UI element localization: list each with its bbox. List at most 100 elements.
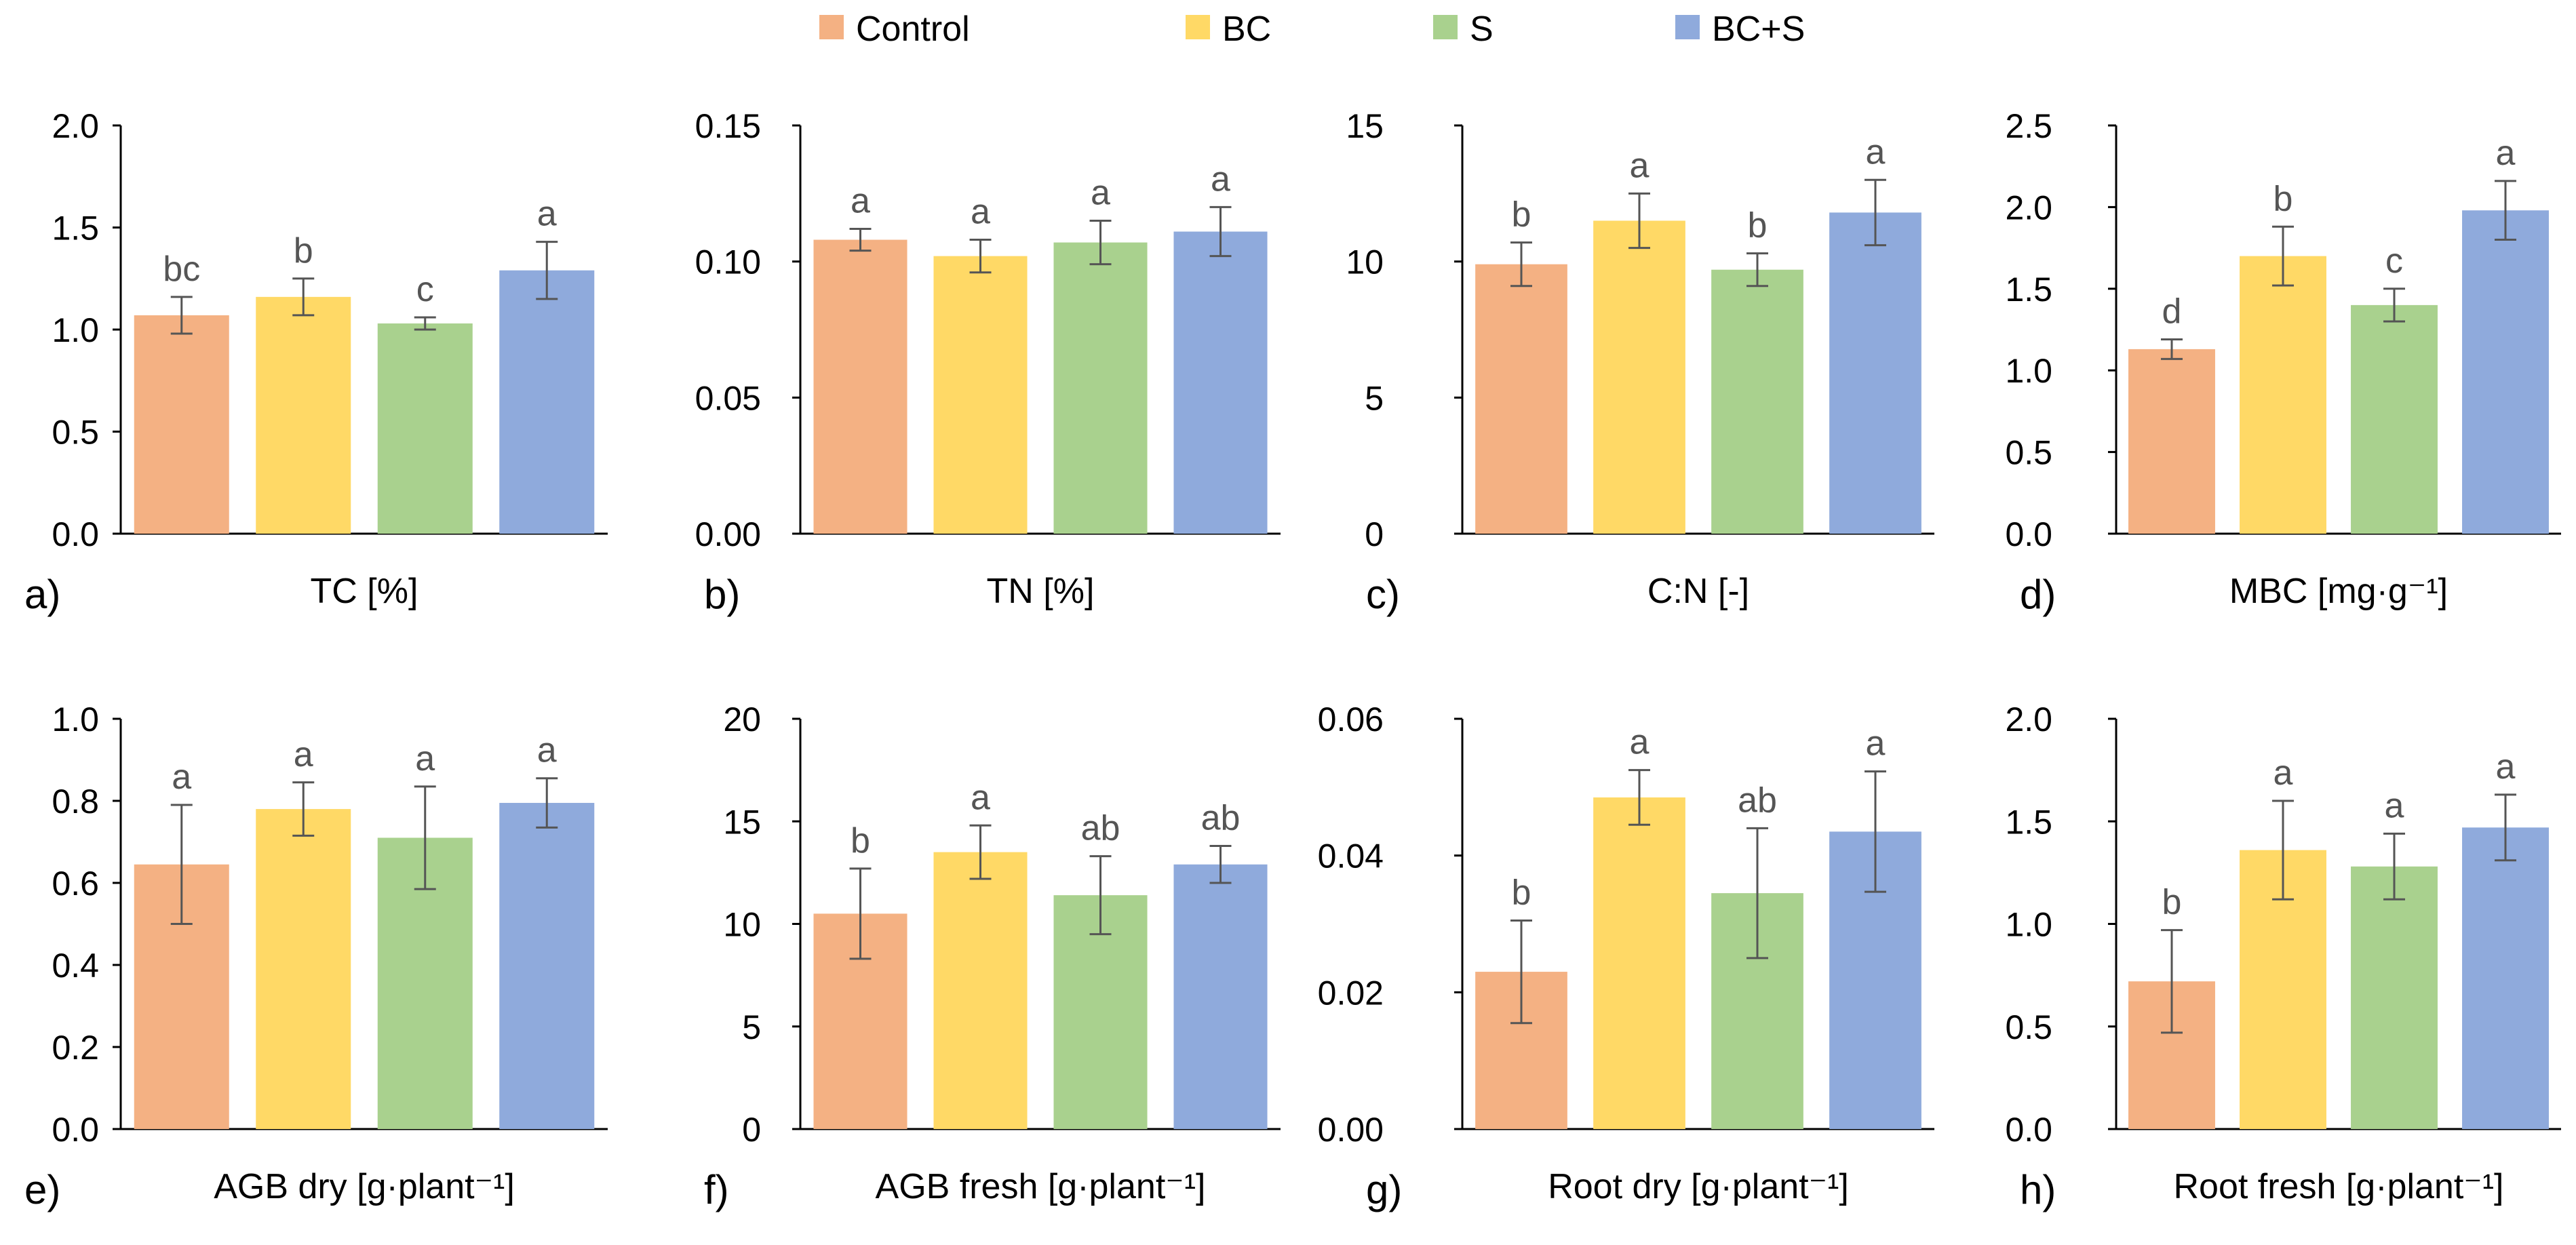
y-tick-label: 0.5 [2005,1008,2052,1046]
error-bar [849,228,872,252]
y-tick-label: 10 [723,906,761,944]
significance-letter: a [2496,134,2516,173]
y-tick-label: 5 [742,1008,761,1046]
x-axis-label: AGB fresh [g·plant⁻¹] [876,1167,1206,1206]
y-tick-label: 0.5 [2005,434,2052,472]
bar-bc-s [2462,210,2549,534]
legend-item-s: S [1433,9,1494,49]
panel-label: e) [24,1167,60,1212]
legend-label: S [1470,9,1494,49]
bar-control [813,239,908,534]
bar-s [377,323,473,534]
error-bar [1209,205,1232,258]
bar-bc [1593,220,1685,534]
error-bar [414,316,436,331]
bar-bc [256,296,351,534]
y-tick-label: 2.0 [2005,700,2052,738]
significance-letter: a [172,757,191,797]
bar-control [1475,264,1567,534]
bar-bc [256,809,351,1129]
bar-s [2351,304,2438,534]
significance-letter: a [851,182,870,221]
error-bar [2383,288,2405,323]
panel-label: f) [704,1167,729,1212]
bar-bc-s [2462,827,2549,1129]
significance-letter: b [851,821,870,861]
y-tick-label: 0.2 [52,1029,99,1067]
error-bar [292,781,315,837]
y-tick-label: 0.6 [52,865,99,903]
error-bar [849,867,872,960]
significance-letter: a [537,195,557,234]
legend-swatch [1186,15,1210,39]
error-bar [292,277,315,317]
significance-letter: ab [1201,799,1241,838]
significance-letter: a [971,778,990,817]
significance-letter: a [1630,146,1650,185]
significance-letter: a [971,193,990,232]
panel-label: d) [2020,572,2056,617]
error-bar [2383,832,2405,901]
legend-item-control: Control [819,9,970,49]
bar-bc [2240,256,2326,534]
y-tick-label: 2.0 [52,107,99,145]
y-tick-label: 1.0 [52,311,99,349]
x-axis-label: MBC [mg·g⁻¹] [2229,572,2448,611]
error-bar [536,241,558,300]
error-bar [1628,769,1650,826]
significance-letter: b [2162,883,2182,922]
y-tick-label: 1.0 [2005,906,2052,944]
bar-bc [1593,797,1685,1129]
error-bar [1089,219,1112,266]
x-axis-label: AGB dry [g·plant⁻¹] [214,1167,515,1206]
y-tick-label: 1.0 [2005,352,2052,390]
y-tick-label: 15 [723,803,761,841]
panel-label: g) [1366,1167,1402,1212]
y-tick-label: 10 [1346,243,1384,281]
significance-letter: b [1512,195,1531,235]
y-tick-label: 1.0 [52,700,99,738]
significance-letter: c [416,270,434,309]
error-bar [170,296,193,335]
panel-e: 0.0 0.2 0.4 0.6 0.8 1.0 a a a a e) AGB dry [g·plant… [24,700,608,1212]
error-bar [969,239,992,274]
y-tick-label: 0.04 [1318,837,1384,875]
error-bar [1746,252,1768,288]
y-tick-label: 0.5 [52,414,99,452]
y-tick-label: 0.06 [1318,700,1384,738]
bar-bc [933,256,1028,534]
significance-letter: a [1866,132,1886,172]
significance-letter: a [2496,747,2516,787]
significance-letter: a [2273,753,2293,793]
significance-letter: ab [1738,780,1777,820]
significance-letter: a [294,735,313,774]
y-tick-label: 5 [1365,379,1384,417]
panel-d: 0.0 0.5 1.0 1.5 2.0 2.5 d b c a d) MBC [mg·g⁻¹] [2005,107,2561,617]
y-tick-label: 0.00 [1318,1111,1384,1149]
panel-label: b) [704,572,740,617]
significance-letter: b [294,231,313,271]
bar-bc-s [499,270,595,534]
error-bar [969,824,992,880]
panel-label: h) [2020,1167,2056,1212]
error-bar [2495,180,2516,241]
y-tick-label: 0.15 [695,107,761,145]
bar-s [1711,269,1803,534]
y-tick-label: 1.5 [52,210,99,248]
significance-letter: c [2385,241,2403,281]
error-bar [1209,845,1232,884]
error-bar [1865,770,1886,893]
error-bar [1865,178,1886,247]
error-bar [1510,241,1532,288]
panel-f: 0 5 10 15 20 b a ab ab f) AGB fresh [g·plant⁻¹] [704,700,1281,1212]
bar-bc-s [1829,212,1921,534]
x-axis-label: TN [%] [987,572,1095,611]
y-tick-label: 0.02 [1318,974,1384,1012]
y-tick-label: 1.5 [2005,803,2052,841]
significance-letter: a [537,731,557,770]
y-tick-label: 0 [742,1111,761,1149]
y-tick-label: 0.0 [2005,515,2052,553]
y-tick-label: 0.8 [52,783,99,821]
